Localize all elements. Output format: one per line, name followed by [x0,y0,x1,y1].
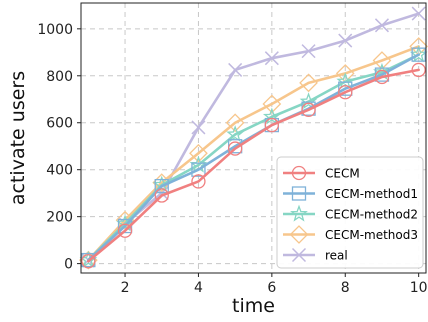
legend-marker [291,165,307,181]
y-tick-label: 0 [64,257,73,273]
data-point [191,162,206,177]
x-tick-label: 8 [341,280,350,296]
data-point [409,45,428,63]
series-cecm [81,62,426,269]
legend-marker [291,247,307,263]
data-point [264,117,280,133]
marker-stroke [411,6,426,21]
data-point [299,92,318,110]
legend: CECM CECM-method1 CECM-method2 CECM-method3… [276,156,424,269]
legend-label: CECM-method2 [325,208,418,222]
series-line [87,68,420,263]
x-tick-label: 2 [121,280,130,296]
legend-label: real [325,249,348,263]
y-axis-title: activate users [7,71,29,205]
data-point [225,113,245,133]
legend-marker [291,186,307,201]
marker-stroke [374,18,389,33]
marker-stroke [191,120,206,135]
data-point [372,51,392,70]
data-point [301,102,316,117]
legend-label: CECM-method1 [325,187,418,201]
data-point [338,33,353,48]
legend-label: CECM-method3 [325,228,418,242]
data-point [191,174,206,189]
data-point [191,120,206,135]
data-point [411,47,426,62]
data-point [374,18,389,33]
marker-stroke [228,62,243,77]
data-point [301,44,316,59]
data-point [227,141,243,156]
legend-marker [289,225,309,244]
x-tick-label: 4 [194,280,203,296]
data-point [411,6,426,21]
data-point [336,72,355,90]
x-tick-label: 10 [410,280,428,296]
data-point [374,69,390,85]
legend-entry: CECM [283,165,360,181]
x-tick-label: 6 [267,280,276,296]
legend-marker [290,204,308,222]
grid-lines [81,3,426,273]
series-line [87,12,420,262]
plot-frame [80,2,427,274]
data-point [264,51,279,66]
marker-stroke [264,51,279,66]
y-tick-label: 200 [46,210,73,226]
data-point [262,107,281,125]
data-point [262,94,282,114]
marker-stroke [291,247,307,263]
data-point [154,178,169,194]
data-point [228,62,243,77]
series-layer [78,6,428,270]
data-point [189,143,208,163]
marker-stroke [301,44,316,59]
data-point [81,254,96,269]
data-point [226,125,245,143]
legend-label: CECM [325,167,360,181]
y-tick-label: 800 [46,69,73,85]
data-point [117,223,133,238]
y-tick-label: 600 [46,116,73,132]
data-point [299,73,318,93]
series-line [87,45,420,262]
legend-entry: CECM-method3 [283,225,418,244]
legend-entry: real [283,247,348,263]
y-tick-label: 1000 [37,22,73,38]
marker-stroke [338,33,353,48]
data-point [411,62,426,78]
data-point [338,85,353,100]
axis-ticks: 2 4 6 8 10 0 200 400 600 800 1000 [37,22,427,296]
data-point [154,188,169,203]
x-axis-title: time [232,295,275,317]
legend-entry: CECM-method2 [283,204,418,222]
legend-box [276,156,424,269]
series-cecm-method3 [78,37,428,270]
legend-entry: CECM-method1 [283,186,418,201]
y-tick-label: 400 [46,163,73,179]
